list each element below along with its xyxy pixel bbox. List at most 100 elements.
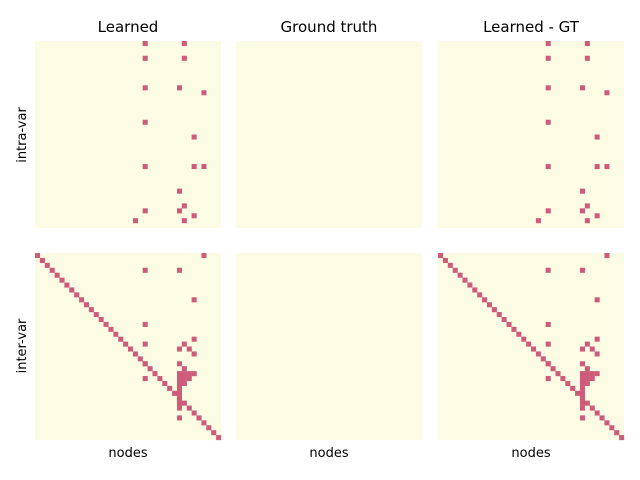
heatmap-cell-inter-learned-minus-gt-r25-c30 [584,376,590,382]
heatmap-cell-inter-learned-r20-c20 [132,351,138,357]
heatmap-cell-inter-learned-minus-gt-r18-c22 [545,341,551,347]
heatmap-cell-inter-learned-minus-gt-r29-c29 [579,395,585,401]
col-title-ground-truth: Ground truth [281,18,378,36]
x-label-learned: nodes [108,446,147,461]
heatmap-cell-inter-learned-r10-c10 [83,302,89,308]
heatmap-cell-inter-learned-r29-c29 [176,395,182,401]
heatmap-cell-intra-learned-r35-c32 [191,213,197,219]
heatmap-cell-inter-learned-minus-gt-r24-c24 [555,371,561,377]
heatmap-cell-intra-learned-minus-gt-r25-c22 [545,164,551,170]
heatmap-cell-inter-learned-r1-c1 [39,257,45,263]
heatmap-cell-inter-learned-r25-c22 [142,376,148,382]
heatmap-cell-inter-learned-r30-c29 [176,400,182,406]
heatmap-cell-inter-learned-minus-gt-r19-c29 [579,346,585,352]
heatmap-cell-intra-learned-r9-c29 [176,85,182,91]
row-label-inter-var: inter-var [15,318,30,373]
heatmap-cell-inter-learned-minus-gt-r19-c19 [531,346,537,352]
heatmap-cell-intra-learned-r33-c30 [181,203,187,209]
heatmap-cell-inter-learned-r33-c29 [176,415,182,421]
heatmap-cell-inter-learned-minus-gt-r25-c25 [560,376,566,382]
heatmap-cell-inter-learned-minus-gt-r1-c1 [442,257,448,263]
heatmap-cell-intra-learned-r25-c34 [201,164,207,170]
heatmap-cell-inter-learned-r11-c11 [88,307,94,313]
heatmap-cell-inter-learned-r18-c30 [181,341,187,347]
heatmap-cell-inter-learned-r24-c31 [186,371,192,377]
heatmap-cell-inter-learned-r3-c22 [142,267,148,273]
heatmap-cell-inter-learned-r0-c34 [201,253,207,259]
heatmap-cell-inter-learned-r6-c6 [64,282,70,288]
heatmap-cell-inter-learned-r2-c2 [44,262,50,268]
heatmap-cell-intra-learned-minus-gt-r36-c30 [584,218,590,224]
heatmap-cell-inter-learned-r5-c5 [59,277,65,283]
heatmap-cell-inter-learned-r9-c32 [191,297,197,303]
heatmap-cell-inter-learned-r26-c30 [181,380,187,387]
heatmap-cell-inter-learned-r24-c29 [176,371,182,377]
heatmap-cell-inter-learned-minus-gt-r19-c31 [589,346,595,352]
heatmap-cell-intra-learned-minus-gt-r34-c22 [545,208,551,214]
heatmap-cell-inter-learned-minus-gt-r0-c0 [438,253,444,259]
heatmap-cell-inter-learned-minus-gt-r12-c12 [496,312,502,318]
heatmap-cell-inter-learned-minus-gt-r22-c29 [579,361,585,367]
col-title-learned-minus-gt: Learned - GT [483,18,580,36]
heatmap-cell-inter-learned-minus-gt-r9-c9 [482,297,488,303]
heatmap-cell-intra-learned-minus-gt-r33-c30 [584,203,590,209]
heatmap-cell-inter-learned-r37-c37 [216,435,222,441]
heatmap-cell-inter-learned-minus-gt-r28-c28 [575,390,581,396]
heatmap-cell-inter-learned-r25-c29 [176,376,182,382]
heatmap-cell-inter-learned-r25-c30 [181,376,187,382]
panel-background [35,41,221,228]
heatmap-cell-inter-learned-r3-c3 [49,267,55,273]
heatmap-cell-inter-learned-r0-c0 [35,253,41,259]
heatmap-cell-inter-learned-minus-gt-r10-c10 [486,302,492,308]
heatmap-cell-inter-learned-r17-c32 [191,336,197,342]
heatmap-cell-inter-learned-minus-gt-r24-c32 [594,371,600,377]
x-label-ground-truth: nodes [309,446,348,461]
heatmap-cell-inter-learned-minus-gt-r20-c20 [535,351,541,357]
heatmap-cell-inter-learned-minus-gt-r21-c21 [540,356,546,362]
heatmap-cell-inter-learned-minus-gt-r25-c31 [589,376,595,382]
heatmap-cell-inter-learned-r14-c22 [142,321,148,327]
heatmap-cell-inter-learned-r27-c27 [167,385,173,391]
heatmap-cell-inter-learned-r23-c23 [147,366,153,372]
heatmap-cell-intra-learned-minus-gt-r9-c29 [579,85,585,91]
heatmap-cell-intra-learned-r16-c22 [142,119,148,125]
heatmap-cell-inter-learned-minus-gt-r23-c23 [550,366,556,372]
heatmap-cell-inter-learned-r24-c32 [191,371,197,377]
heatmap-cell-inter-learned-minus-gt-r8-c8 [477,292,483,298]
heatmap-cell-inter-learned-minus-gt-r7-c7 [472,287,478,293]
heatmap-cell-inter-learned-minus-gt-r37-c37 [619,435,625,441]
heatmap-cell-intra-learned-r3-c30 [181,55,187,61]
heatmap-cell-intra-learned-minus-gt-r25-c32 [594,164,600,170]
heatmap-cell-inter-learned-r32-c32 [191,410,197,416]
heatmap-cell-inter-learned-r3-c29 [176,267,182,273]
heatmap-cell-inter-learned-minus-gt-r3-c3 [452,267,458,273]
heatmap-cell-inter-learned-minus-gt-r31-c31 [589,405,595,411]
panel-intra-learned [35,41,221,228]
heatmap-cell-inter-learned-minus-gt-r14-c14 [506,321,512,327]
heatmap-cell-inter-learned-minus-gt-r6-c6 [467,282,473,288]
heatmap-cell-inter-learned-minus-gt-r2-c2 [447,262,453,268]
heatmap-cell-inter-learned-r22-c22 [142,361,148,367]
heatmap-cell-inter-learned-minus-gt-r13-c13 [501,316,507,323]
heatmap-cell-inter-learned-r16-c16 [113,331,119,337]
heatmap-cell-intra-learned-r30-c29 [176,188,182,194]
heatmap-cell-inter-learned-minus-gt-r31-c29 [579,405,585,411]
heatmap-cell-inter-learned-minus-gt-r3-c22 [545,267,551,273]
heatmap-cell-inter-learned-minus-gt-r17-c32 [594,336,600,342]
heatmap-cell-inter-learned-r15-c15 [108,326,114,332]
heatmap-cell-intra-learned-r34-c22 [142,208,148,214]
heatmap-cell-inter-learned-minus-gt-r20-c32 [594,351,600,357]
heatmap-cell-inter-learned-minus-gt-r5-c5 [462,277,468,283]
heatmap-cell-inter-learned-r21-c21 [137,356,143,362]
panel-inter-learned [35,253,222,441]
heatmap-cell-intra-learned-r0-c30 [181,41,187,47]
heatmap-cell-inter-learned-r30-c30 [181,400,187,406]
heatmap-cell-inter-learned-r13-c13 [98,316,104,323]
heatmap-cell-inter-learned-minus-gt-r34-c34 [604,420,610,426]
panel-background [236,253,422,440]
heatmap-cell-inter-learned-minus-gt-r30-c30 [584,400,590,406]
heatmap-cell-inter-learned-minus-gt-r3-c29 [579,267,585,273]
heatmap-cell-inter-learned-r31-c31 [186,405,192,411]
heatmap-cell-inter-learned-minus-gt-r24-c30 [584,371,590,377]
panel-intra-learned-minus-gt [438,41,624,228]
